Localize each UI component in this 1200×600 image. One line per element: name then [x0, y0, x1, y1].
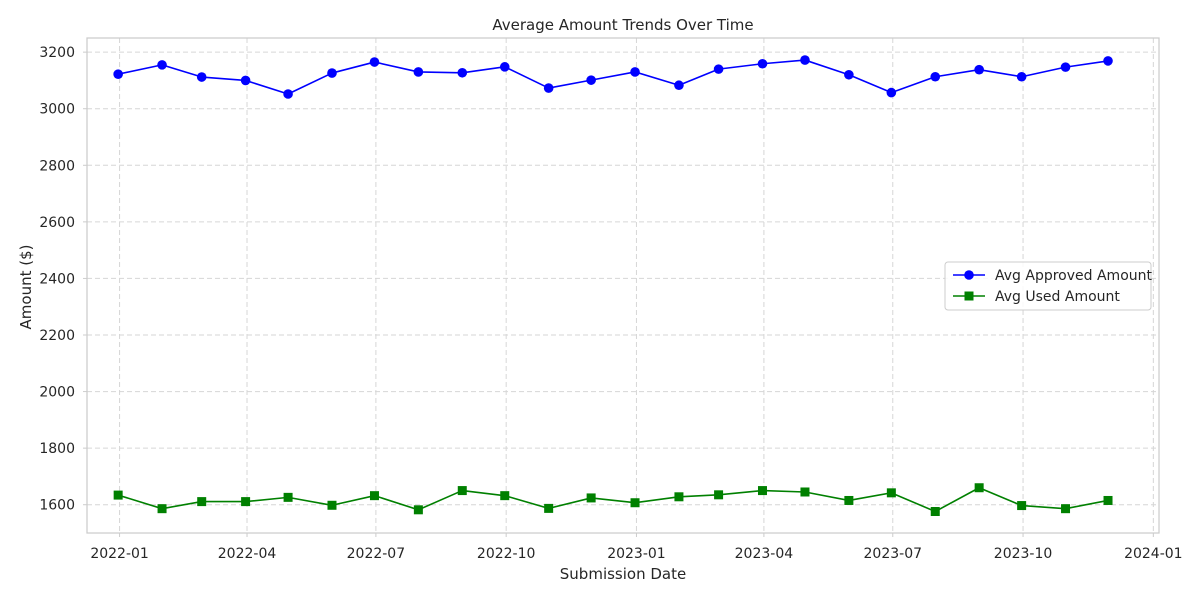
data-point-square	[1061, 504, 1071, 514]
data-point-circle	[1060, 62, 1071, 72]
data-point-circle	[1016, 71, 1027, 82]
data-point-square	[241, 497, 251, 507]
data-point-circle	[974, 64, 984, 75]
series-layer	[113, 55, 1113, 517]
y-tick-label: 2800	[39, 158, 75, 174]
data-point-circle	[757, 58, 768, 69]
data-point-circle	[886, 87, 897, 98]
data-point-circle	[930, 71, 941, 82]
x-tick-label: 2023-07	[864, 546, 923, 562]
data-point-circle	[630, 67, 640, 77]
data-point-square	[544, 503, 554, 513]
legend-marker-square	[964, 291, 974, 301]
data-point-circle	[283, 89, 293, 99]
legend: Avg Approved Amount Avg Used Amount	[944, 261, 1153, 311]
y-tick-label: 2000	[39, 385, 75, 401]
data-point-square	[157, 504, 167, 514]
y-tick-label: 2200	[39, 328, 75, 344]
data-point-square	[586, 493, 596, 503]
x-tick-label: 2022-01	[90, 546, 149, 562]
data-point-circle	[543, 83, 554, 93]
data-point-circle	[457, 67, 468, 78]
legend-box	[944, 261, 1152, 311]
data-point-circle	[113, 69, 123, 80]
data-point-square	[500, 491, 510, 501]
data-point-square	[283, 492, 293, 502]
y-tick-label: 2400	[39, 271, 75, 287]
x-axis-ticks: 2022-01 2022-04 2022-07 2022-10 2023-01 2023-…	[90, 533, 1183, 562]
plot-area-frame	[86, 37, 1160, 534]
data-point-square	[113, 490, 123, 500]
data-point-square	[1103, 495, 1113, 505]
data-point-square	[197, 497, 207, 507]
y-axis-label: Amount ($)	[17, 245, 35, 330]
data-point-square	[844, 495, 854, 505]
data-point-circle	[713, 64, 724, 74]
data-point-square	[630, 498, 640, 508]
y-tick-label: 3000	[39, 102, 75, 118]
x-axis-label: Submission Date	[560, 565, 686, 583]
x-tick-label: 2023-04	[735, 546, 794, 562]
y-tick-label: 3200	[39, 45, 75, 61]
x-tick-label: 2022-10	[477, 546, 536, 562]
data-point-circle	[413, 67, 424, 77]
data-point-square	[327, 500, 337, 510]
data-point-circle	[240, 75, 251, 86]
data-point-square	[457, 486, 467, 496]
legend-marker-circle	[964, 270, 974, 280]
x-tick-label: 2023-10	[994, 546, 1053, 562]
x-tick-label: 2024-01	[1124, 546, 1183, 562]
data-point-square	[674, 492, 684, 502]
data-point-circle	[1103, 56, 1113, 66]
y-tick-label: 1600	[39, 498, 75, 514]
data-point-square	[974, 483, 984, 493]
x-tick-label: 2022-07	[347, 546, 406, 562]
data-point-circle	[196, 72, 207, 82]
data-point-square	[886, 488, 896, 498]
data-point-circle	[369, 57, 380, 67]
y-tick-label: 1800	[39, 441, 75, 457]
data-point-square	[714, 490, 724, 500]
series-line	[117, 486, 1109, 513]
data-point-circle	[586, 75, 596, 85]
y-tick-label: 2600	[39, 215, 75, 231]
legend-label: Avg Used Amount	[995, 289, 1120, 305]
data-point-circle	[327, 68, 337, 78]
x-tick-label: 2022-04	[218, 546, 277, 562]
chart-title: Average Amount Trends Over Time	[492, 16, 753, 34]
data-point-square	[800, 487, 810, 497]
data-point-square	[757, 486, 767, 496]
data-point-square	[413, 505, 423, 515]
data-point-square	[369, 491, 379, 501]
data-point-circle	[499, 62, 510, 72]
series-line	[117, 59, 1109, 95]
grid-lines	[87, 38, 1159, 533]
x-tick-label: 2023-01	[607, 546, 666, 562]
data-point-circle	[800, 55, 810, 65]
data-point-square	[930, 507, 940, 517]
data-point-circle	[157, 60, 167, 70]
data-point-square	[1017, 501, 1027, 511]
legend-label: Avg Approved Amount	[995, 268, 1153, 284]
data-point-circle	[844, 69, 854, 80]
data-point-circle	[674, 80, 684, 91]
y-axis-ticks: 1600 1800 2000 2200 2400 2600 2800 3000 3200	[39, 45, 87, 514]
